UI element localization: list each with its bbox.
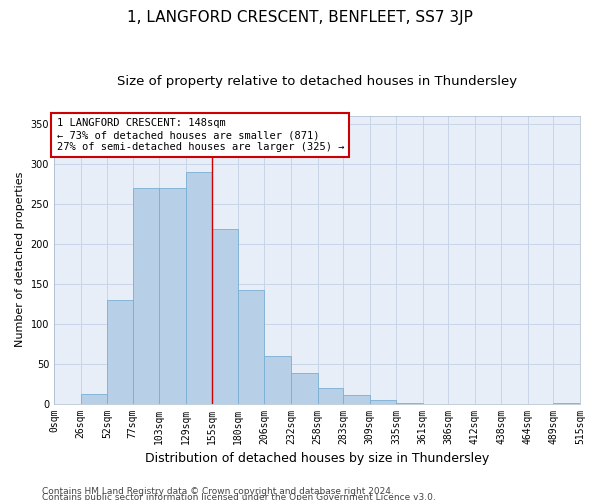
Bar (238, 290, 265, 404)
Text: Contains HM Land Registry data © Crown copyright and database right 2024.: Contains HM Land Registry data © Crown c… (42, 486, 394, 496)
X-axis label: Distribution of detached houses by size in Thundersley: Distribution of detached houses by size … (145, 452, 489, 465)
Bar (133, 188, 159, 404)
Bar (291, 373, 317, 404)
Bar (317, 388, 343, 404)
Bar (396, 403, 423, 404)
Bar (107, 300, 133, 404)
Text: Contains public sector information licensed under the Open Government Licence v3: Contains public sector information licen… (42, 492, 436, 500)
Bar (265, 356, 291, 404)
Bar (159, 188, 186, 404)
Bar (343, 395, 370, 404)
Bar (212, 229, 238, 404)
Text: 1 LANGFORD CRESCENT: 148sqm
← 73% of detached houses are smaller (871)
27% of se: 1 LANGFORD CRESCENT: 148sqm ← 73% of det… (56, 118, 344, 152)
Bar (370, 400, 396, 404)
Y-axis label: Number of detached properties: Number of detached properties (15, 172, 25, 347)
Bar (186, 172, 212, 404)
Title: Size of property relative to detached houses in Thundersley: Size of property relative to detached ho… (117, 75, 517, 88)
Bar (553, 403, 580, 404)
Text: 1, LANGFORD CRESCENT, BENFLEET, SS7 3JP: 1, LANGFORD CRESCENT, BENFLEET, SS7 3JP (127, 10, 473, 25)
Bar (80, 394, 107, 404)
